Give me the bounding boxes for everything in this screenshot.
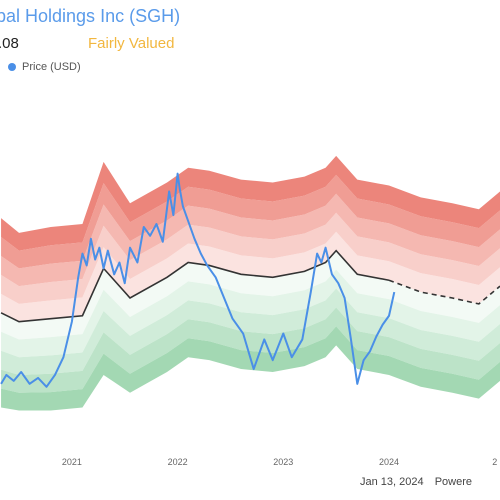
overvalued-band-1 (1, 231, 500, 322)
x-tick-2: 2 (492, 457, 497, 467)
x-tick-2024: 2024 (379, 457, 399, 467)
valuation-status: Fairly Valued (88, 35, 175, 52)
x-tick-2021: 2021 (62, 457, 82, 467)
chart-title: bal Holdings Inc (SGH) (0, 6, 181, 26)
x-tick-2022: 2022 (168, 457, 188, 467)
fair-value-forecast (388, 279, 500, 305)
chart-legend[interactable]: Price (USD) (8, 61, 81, 73)
undervalued-band-1 (1, 250, 500, 340)
undervalued-band-2 (1, 269, 500, 358)
chart-footnote: Jan 13, 2024 Powere (360, 476, 480, 488)
fair-value-historical (0, 249, 390, 323)
x-axis-ticks: 2021 2022 2023 2024 2 (62, 457, 497, 467)
price-line (0, 172, 396, 388)
valuation-bands (1, 155, 500, 411)
chart-source: Powere (434, 476, 472, 488)
undervalued-band-4 (1, 307, 500, 393)
legend-price-swatch (8, 63, 16, 71)
x-tick-2023: 2023 (273, 457, 293, 467)
legend-price-label: Price (USD) (22, 61, 81, 73)
overvalued-band-2 (1, 212, 500, 304)
current-price: .08 (0, 35, 19, 52)
fair-value-line (0, 249, 500, 323)
overvalued-band-4 (1, 174, 500, 269)
overvalued-band-3 (1, 193, 500, 287)
chart-date: Jan 13, 2024 (360, 476, 424, 488)
undervalued-band-3 (1, 288, 500, 375)
price-series (0, 172, 396, 388)
overvalued-band-5 (1, 155, 500, 251)
undervalued-band-5 (1, 326, 500, 411)
